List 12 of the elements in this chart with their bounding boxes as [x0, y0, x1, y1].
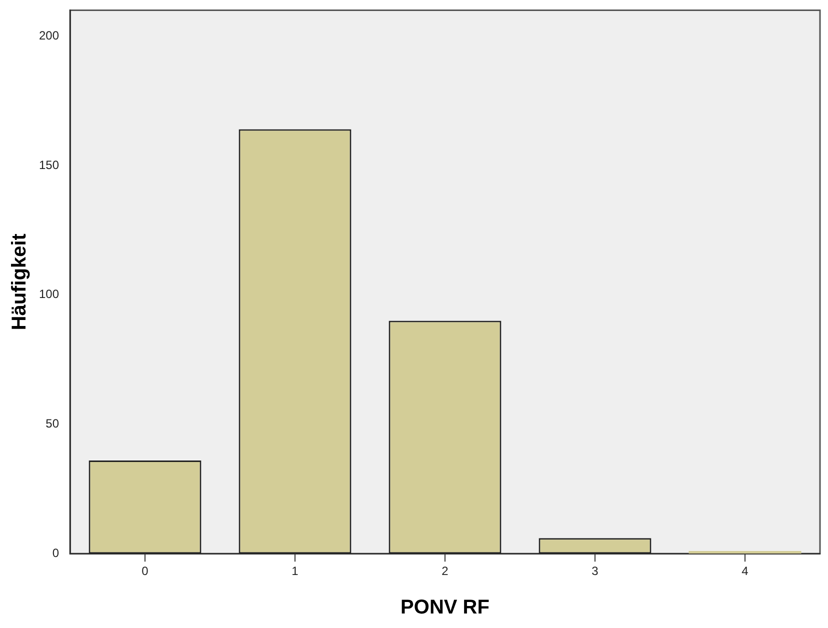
x-tick-label: 1 — [292, 564, 299, 578]
x-axis-title: PONV RF — [400, 596, 490, 619]
y-tick-label: 100 — [38, 287, 60, 302]
x-tick-label: 4 — [742, 564, 749, 578]
y-axis-title: Häufigkeit — [8, 233, 31, 330]
x-tick-label: 0 — [142, 564, 149, 578]
x-tick-label: 3 — [592, 564, 599, 578]
y-tick-label: 0 — [52, 546, 60, 560]
y-tick-label: 150 — [38, 158, 60, 172]
y-tick-label: 200 — [38, 28, 60, 42]
y-tick-label: 50 — [46, 416, 60, 431]
x-tick-label: 2 — [442, 564, 449, 578]
